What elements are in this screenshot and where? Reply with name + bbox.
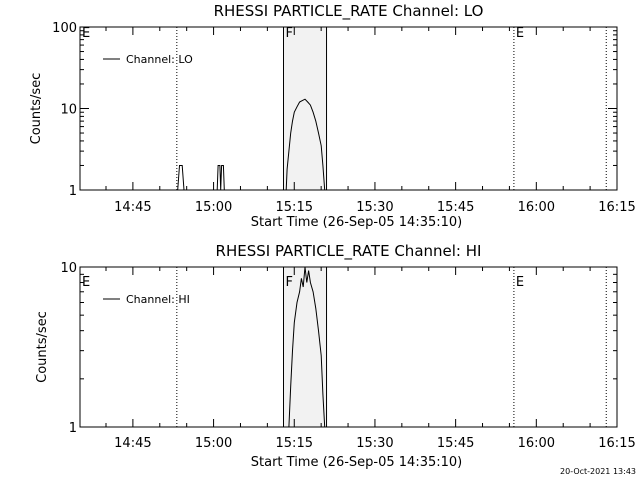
x-tick-label: 15:00: [195, 200, 232, 215]
legend-label: Channel: LO: [126, 53, 193, 66]
x-tick-label: 15:45: [437, 436, 474, 451]
event-marker-label: E: [82, 275, 90, 290]
x-tick-label: 15:00: [195, 436, 232, 451]
x-tick-label: 16:15: [598, 200, 635, 215]
x-tick-label: 15:30: [356, 200, 393, 215]
y-tick-label: 10: [60, 261, 77, 276]
plot-frame: [79, 26, 618, 191]
footer-timestamp: 20-Oct-2021 13:43: [560, 467, 636, 476]
event-marker-label: E: [516, 275, 524, 290]
x-tick-label: 15:15: [276, 436, 313, 451]
x-tick-label: 16:15: [598, 436, 635, 451]
x-tick-label: 15:30: [356, 436, 393, 451]
y-tick-label: 100: [52, 21, 77, 36]
y-axis-label: Counts/sec: [35, 311, 50, 383]
legend-label: Channel: HI: [126, 293, 190, 306]
shaded-interval: [283, 27, 327, 190]
x-tick-label: 15:45: [437, 200, 474, 215]
lo-channel-panel: RHESSI PARTICLE_RATE Channel: LO Counts/s…: [29, 2, 636, 230]
event-marker-label: E: [516, 26, 524, 41]
data-series-line: [288, 266, 326, 428]
chart-title: RHESSI PARTICLE_RATE Channel: HI: [216, 242, 482, 261]
x-tick-label: 15:15: [276, 200, 313, 215]
y-axis-label: Counts/sec: [29, 73, 44, 145]
event-marker-label: F: [286, 275, 293, 290]
y-tick-label: 1: [69, 184, 77, 199]
x-tick-label: 14:45: [114, 200, 151, 215]
data-series-line: [177, 98, 326, 191]
event-marker-label: F: [286, 26, 293, 41]
event-marker-label: E: [82, 26, 90, 41]
x-axis-label: Start Time (26-Sep-05 14:35:10): [251, 215, 462, 230]
chart-title: RHESSI PARTICLE_RATE Channel: LO: [214, 2, 484, 21]
shaded-interval: [283, 267, 327, 427]
x-tick-label: 14:45: [114, 436, 151, 451]
x-axis-label: Start Time (26-Sep-05 14:35:10): [251, 455, 462, 470]
hi-channel-panel: RHESSI PARTICLE_RATE Channel: HI Counts/s…: [35, 242, 636, 470]
y-tick-label: 1: [69, 421, 77, 436]
y-tick-label: 10: [60, 103, 77, 118]
plot-frame: [79, 266, 618, 428]
x-tick-label: 16:00: [518, 436, 555, 451]
x-tick-label: 16:00: [518, 200, 555, 215]
